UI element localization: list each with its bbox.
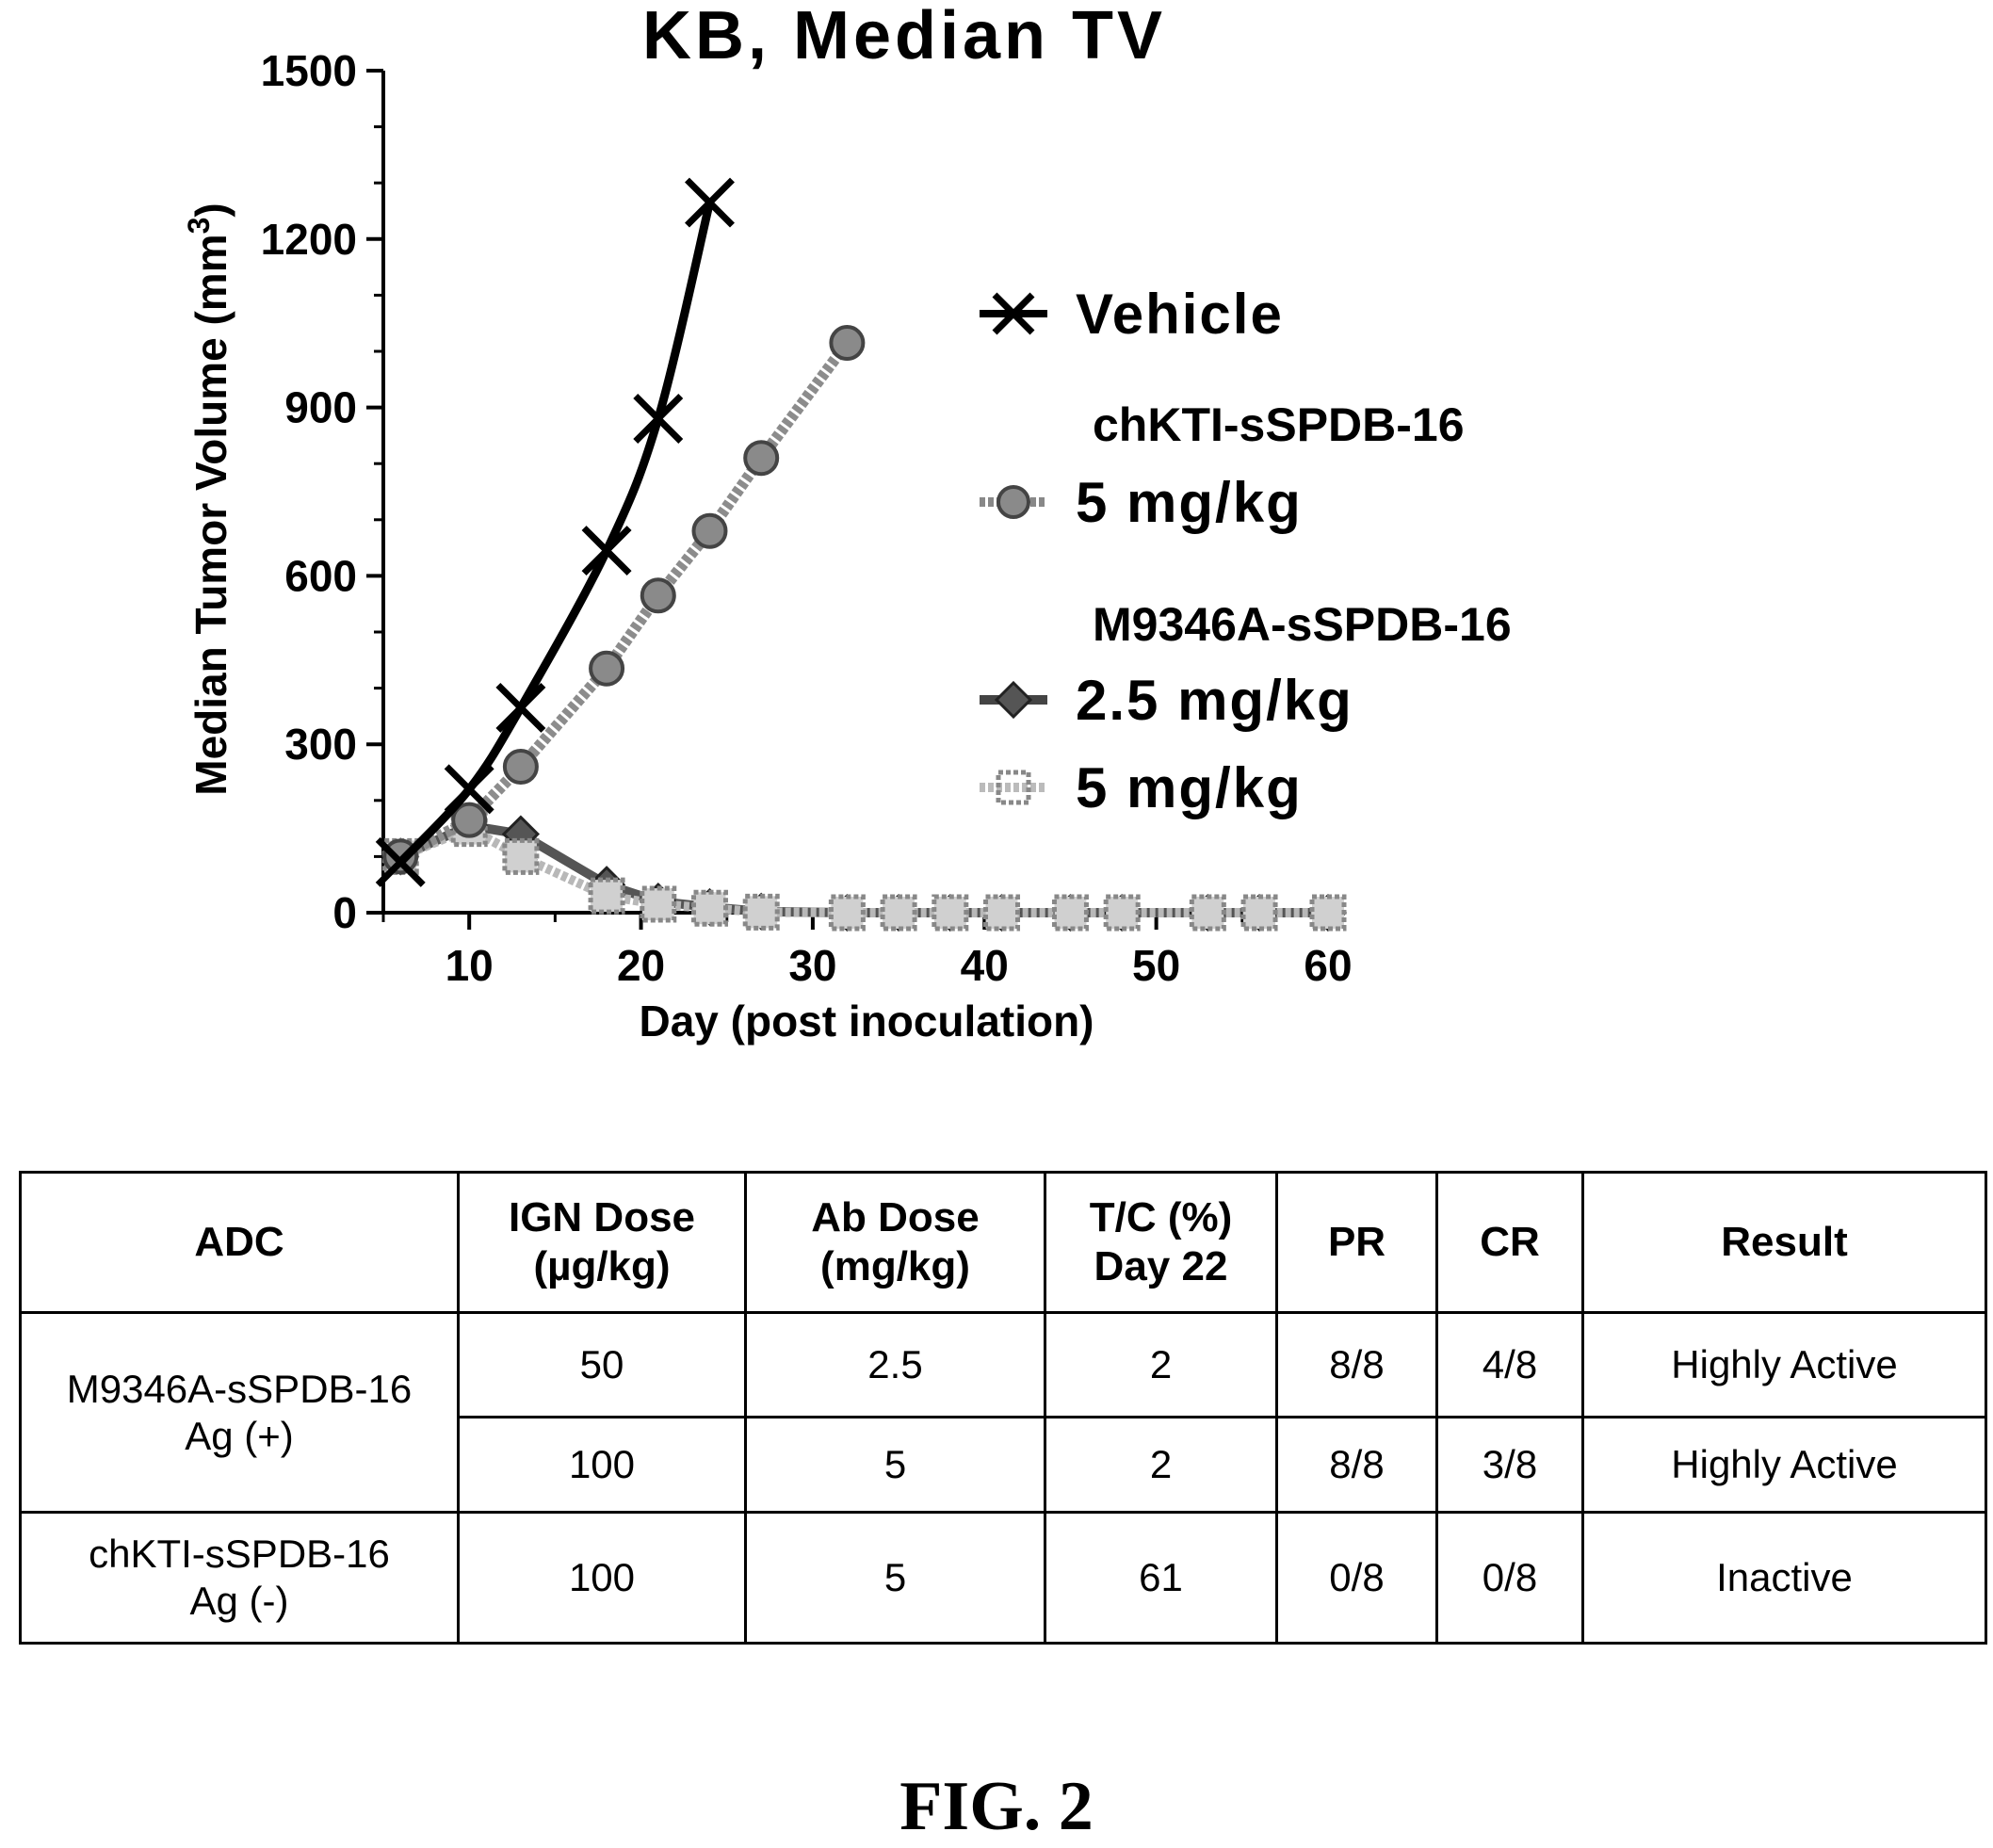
legend-group1-head: chKTI-sSPDB-16	[1093, 398, 1465, 451]
x-axis-title: Day (post inoculation)	[640, 997, 1094, 1046]
cell-cr: 3/8	[1435, 1416, 1584, 1514]
header-pr: PR	[1275, 1171, 1438, 1314]
cell-ign: 50	[457, 1311, 747, 1418]
x-tick-label: 40	[961, 941, 1009, 990]
data-point	[633, 394, 684, 444]
data-point	[502, 837, 540, 875]
series-line	[397, 202, 714, 866]
legend-marker-m9346a-5	[980, 770, 1047, 805]
tumor-volume-chart: KB, Median TV 0 300 600 900 1200 1500 10 20 30 40…	[182, 0, 1512, 1046]
data-point	[880, 894, 917, 932]
data-point	[375, 836, 426, 887]
data-point	[444, 764, 494, 815]
cell-result: Inactive	[1581, 1511, 1987, 1645]
cell-result: Highly Active	[1581, 1416, 1987, 1514]
data-point	[1189, 894, 1226, 932]
legend-label-m9346a-2-5: 2.5 mg/kg	[1076, 669, 1353, 732]
cell-ab: 2.5	[744, 1311, 1046, 1418]
data-point	[581, 526, 632, 576]
cell-cr: 0/8	[1435, 1511, 1584, 1645]
data-point	[588, 877, 625, 915]
data-point	[828, 894, 866, 932]
x-tick-label: 50	[1132, 941, 1180, 990]
y-tick-label: 1200	[261, 215, 357, 264]
axis-ticks: 0 300 600 900 1200 1500 10 20 30 40 50 60	[261, 46, 1353, 990]
legend-label-chkti-5: 5 mg/kg	[1076, 471, 1303, 534]
cell-tc: 2	[1044, 1416, 1278, 1514]
y-axis-title: Median Tumor Volume (mm3)	[182, 203, 235, 795]
data-point	[1309, 894, 1347, 932]
chart-svg: KB, Median TV 0 300 600 900 1200 1500 10 20 30 40…	[182, 0, 1512, 1046]
cell-cr: 4/8	[1435, 1311, 1584, 1418]
cell-pr: 0/8	[1275, 1511, 1438, 1645]
cell-tc: 2	[1044, 1311, 1278, 1418]
cell-result: Highly Active	[1581, 1311, 1987, 1418]
legend-label-vehicle: Vehicle	[1076, 283, 1284, 346]
data-point	[640, 577, 676, 614]
y-tick-label: 300	[284, 720, 357, 769]
x-tick-label: 20	[617, 941, 665, 990]
header-cr: CR	[1435, 1171, 1584, 1314]
header-ign-dose: IGN Dose (µg/kg)	[457, 1171, 747, 1314]
legend: Vehicle chKTI-sSPDB-16 5 mg/kg M9346A-sS…	[980, 283, 1512, 819]
series-circle	[382, 325, 866, 875]
x-tick-label: 60	[1304, 941, 1352, 990]
data-point	[1051, 894, 1089, 932]
x-tick-label: 10	[446, 941, 494, 990]
data-point	[743, 440, 780, 477]
data-point	[742, 893, 780, 931]
data-point	[691, 512, 728, 549]
header-ab-dose: Ab Dose (mg/kg)	[744, 1171, 1046, 1314]
series-square	[381, 810, 1347, 932]
data-point	[589, 650, 625, 687]
data-point	[1240, 894, 1278, 932]
cell-ab: 5	[744, 1511, 1046, 1645]
table-row: M9346A-sSPDB-16 Ag (+) 50 2.5 2 8/8 4/8 H…	[19, 1311, 1987, 1514]
table-header-row: ADC IGN Dose (µg/kg) Ab Dose (mg/kg) T/C (…	[19, 1171, 1987, 1314]
legend-marker-m9346a-2-5	[980, 680, 1047, 720]
header-result: Result	[1581, 1171, 1987, 1314]
cell-adc-m9346a: M9346A-sSPDB-16 Ag (+)	[19, 1311, 460, 1514]
figure-caption: FIG. 2	[899, 1768, 1094, 1845]
y-tick-label: 900	[284, 383, 357, 432]
legend-label-m9346a-5: 5 mg/kg	[1076, 756, 1303, 819]
data-point	[640, 885, 677, 923]
series-x	[375, 177, 735, 887]
data-point	[495, 682, 546, 733]
data-point	[932, 894, 969, 932]
y-tick-label: 1500	[261, 46, 357, 95]
data-point	[983, 894, 1021, 932]
cell-ab: 5	[744, 1416, 1046, 1514]
data-point	[829, 325, 866, 362]
data-point	[1103, 894, 1141, 932]
y-tick-label: 600	[284, 551, 357, 600]
cell-pr: 8/8	[1275, 1416, 1438, 1514]
data-point	[451, 802, 488, 838]
legend-group2-head: M9346A-sSPDB-16	[1093, 598, 1512, 651]
series-layer	[375, 177, 1348, 932]
series-line	[397, 339, 852, 862]
data-point	[502, 749, 539, 786]
data-point	[690, 889, 728, 927]
cell-ign: 100	[457, 1511, 747, 1645]
series-line	[398, 823, 1328, 917]
cell-adc-chkti: chKTI-sSPDB-16 Ag (-)	[19, 1511, 460, 1645]
x-tick-label: 30	[788, 941, 836, 990]
table-row: chKTI-sSPDB-16 Ag (-) 100 5 61 0/8 0/8 In…	[19, 1511, 1987, 1645]
cell-tc: 61	[1044, 1511, 1278, 1645]
y-tick-label: 0	[332, 888, 357, 937]
header-adc: ADC	[19, 1171, 460, 1314]
cell-pr: 8/8	[1275, 1311, 1438, 1418]
results-table: ADC IGN Dose (µg/kg) Ab Dose (mg/kg) T/C (…	[19, 1171, 1987, 1645]
legend-marker-vehicle	[980, 292, 1047, 335]
chart-title: KB, Median TV	[642, 0, 1166, 73]
header-tc: T/C (%) Day 22	[1044, 1171, 1278, 1314]
legend-marker-chkti-5	[980, 485, 1047, 519]
cell-ign: 100	[457, 1416, 747, 1514]
table-row: 100 5 2 8/8 3/8 Highly Active	[21, 1416, 1987, 1514]
data-point	[685, 177, 735, 228]
